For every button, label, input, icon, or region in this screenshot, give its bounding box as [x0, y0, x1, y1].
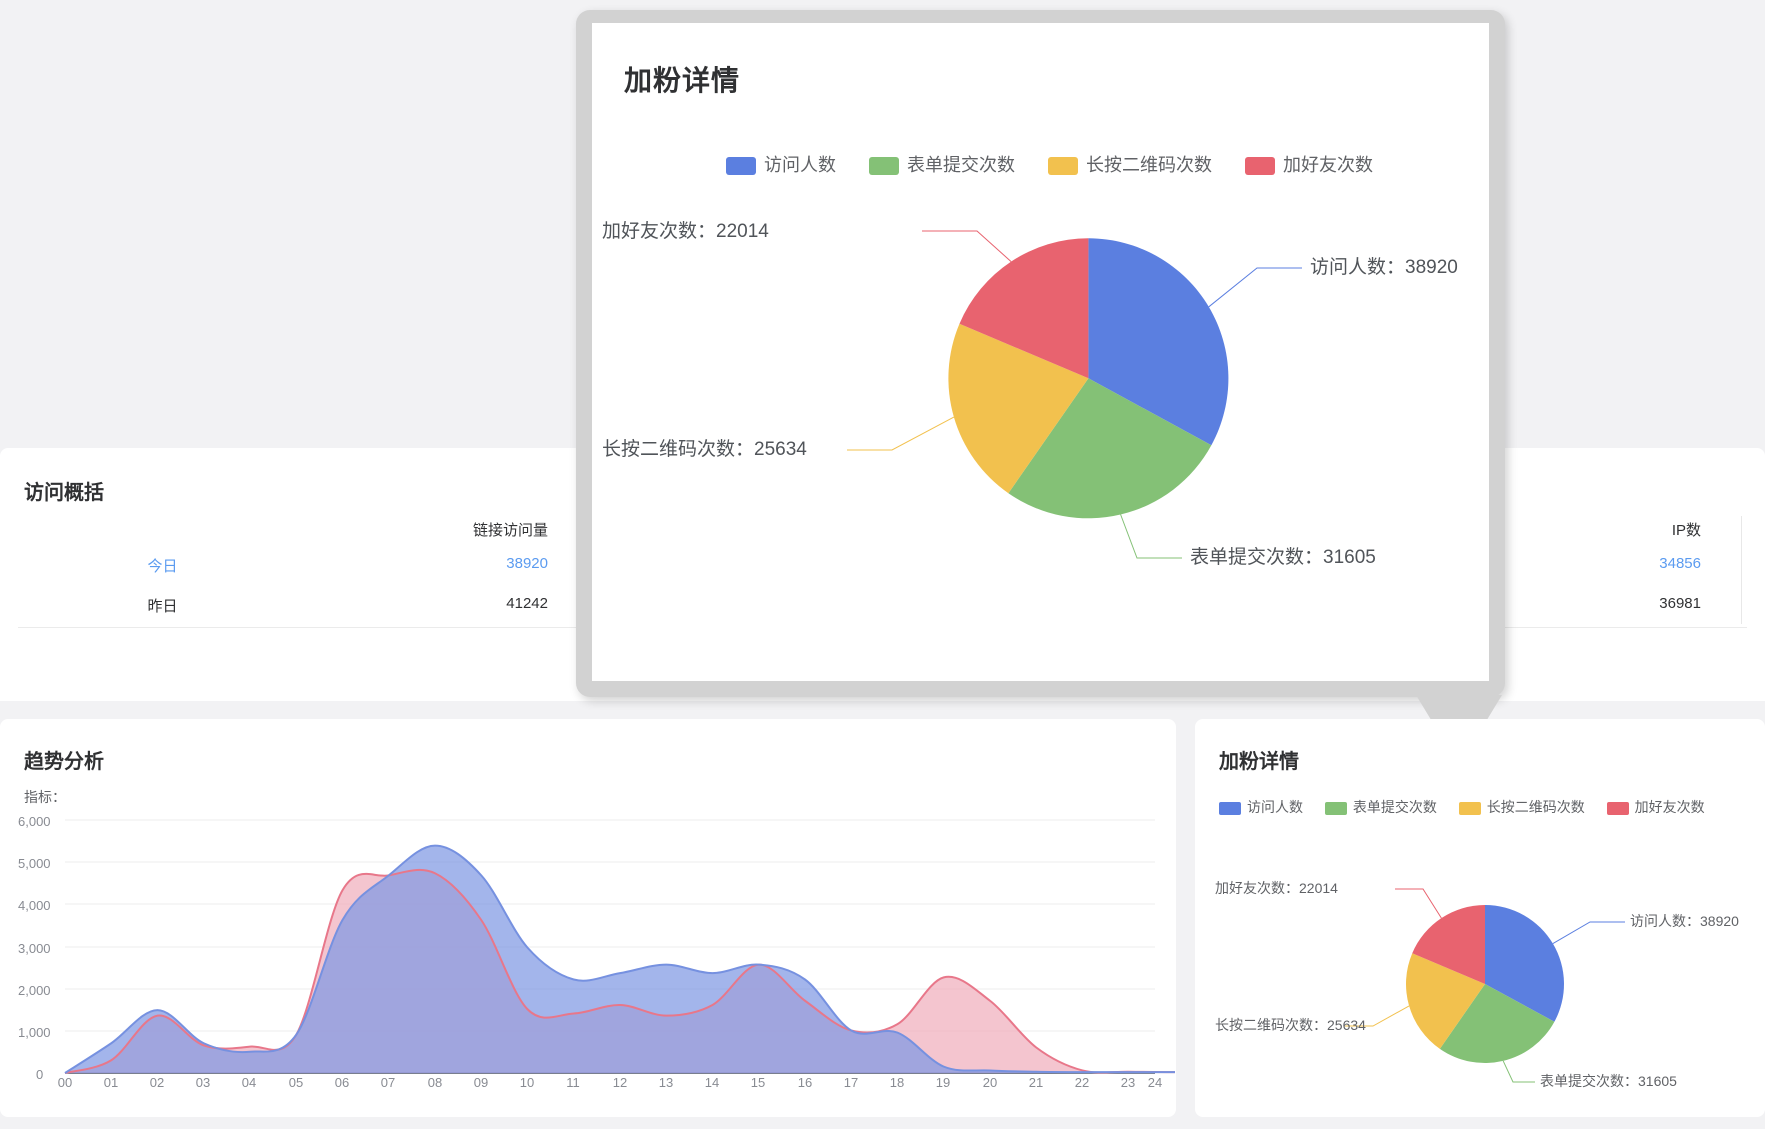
svg-text:10: 10 — [520, 1075, 534, 1090]
svg-text:16: 16 — [798, 1075, 812, 1090]
svg-text:20: 20 — [983, 1075, 997, 1090]
svg-text:24: 24 — [1148, 1075, 1162, 1090]
svg-text:03: 03 — [196, 1075, 210, 1090]
svg-text:22: 22 — [1075, 1075, 1089, 1090]
svg-text:访问人数：38920: 访问人数：38920 — [1630, 913, 1739, 929]
svg-text:12: 12 — [613, 1075, 627, 1090]
svg-text:表单提交次数：31605: 表单提交次数：31605 — [1190, 546, 1376, 568]
svg-text:长按二维码次数：25634: 长按二维码次数：25634 — [1215, 1017, 1366, 1033]
svg-text:05: 05 — [289, 1075, 303, 1090]
svg-text:加好友次数：22014: 加好友次数：22014 — [1215, 880, 1338, 896]
svg-text:访问人数：38920: 访问人数：38920 — [1310, 256, 1458, 278]
svg-text:表单提交次数：31605: 表单提交次数：31605 — [1540, 1073, 1677, 1089]
svg-text:02: 02 — [150, 1075, 164, 1090]
svg-text:00: 00 — [58, 1075, 72, 1090]
svg-text:14: 14 — [705, 1075, 719, 1090]
svg-text:04: 04 — [242, 1075, 256, 1090]
svg-text:17: 17 — [844, 1075, 858, 1090]
svg-text:18: 18 — [890, 1075, 904, 1090]
svg-text:07: 07 — [381, 1075, 395, 1090]
svg-text:11: 11 — [566, 1075, 580, 1090]
svg-text:01: 01 — [104, 1075, 118, 1090]
svg-text:06: 06 — [335, 1075, 349, 1090]
svg-text:13: 13 — [659, 1075, 673, 1090]
svg-text:09: 09 — [474, 1075, 488, 1090]
svg-text:加好友次数：22014: 加好友次数：22014 — [602, 220, 769, 242]
svg-text:08: 08 — [428, 1075, 442, 1090]
svg-text:23: 23 — [1121, 1075, 1135, 1090]
svg-text:15: 15 — [751, 1075, 765, 1090]
svg-text:长按二维码次数：25634: 长按二维码次数：25634 — [602, 438, 807, 460]
svg-text:19: 19 — [936, 1075, 950, 1090]
svg-text:21: 21 — [1029, 1075, 1043, 1090]
